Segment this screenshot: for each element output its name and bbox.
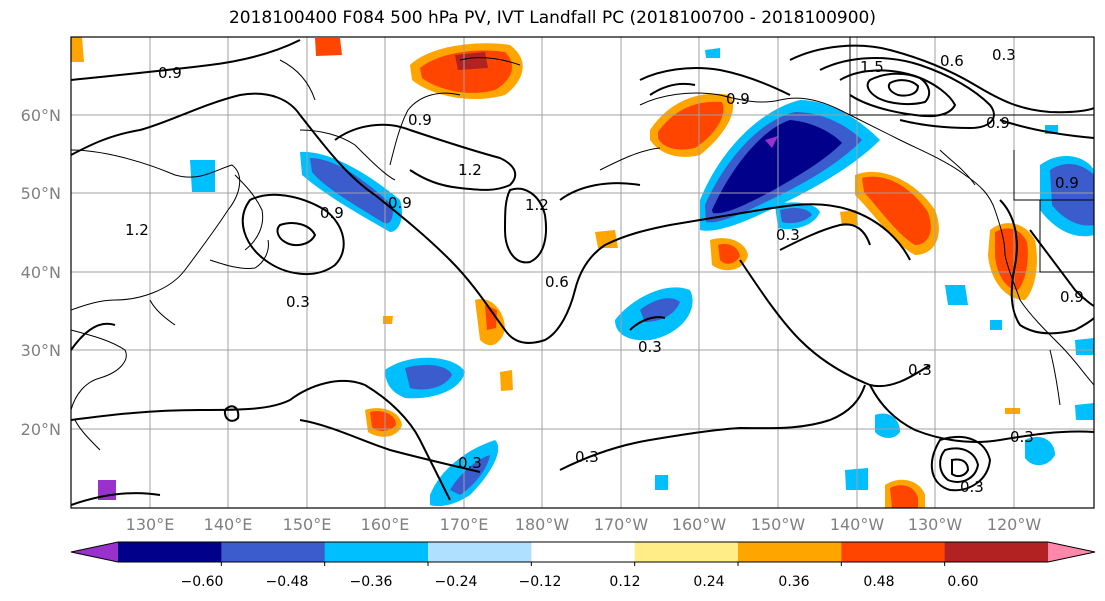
colorbar-tick-label: 0.48 [863,574,894,590]
colorbar-tick-label: −0.24 [435,574,478,590]
lon-label: 130°E [126,515,175,534]
contour-labels: 0.9 0.6 0.3 1.2 0.9 0.9 1.2 0.9 0.6 1.2 … [125,46,1084,496]
lon-label: 160°E [361,515,410,534]
contour-label: 0.3 [1010,428,1034,446]
colorbar-segment [324,542,429,562]
contour-label: 0.3 [638,338,662,356]
contour-label: 0.3 [575,448,599,466]
colorbar-tick-label: −0.60 [181,574,224,590]
colorbar-tick-label: 0.60 [947,574,978,590]
lat-label: 60°N [21,106,61,125]
colorbar-tick-label: −0.12 [519,574,562,590]
contour-label: 0.9 [320,204,344,222]
contour-label: 0.6 [545,273,569,291]
contour-label: 0.3 [458,454,482,472]
contour-label: 0.3 [776,226,800,244]
contour-label: 0.9 [388,194,412,212]
contour-label: 1.2 [458,161,482,179]
contour-label: 0.3 [908,361,932,379]
colorbar-segment [118,542,222,562]
colorbar-segment [634,542,739,562]
lat-label: 40°N [21,263,61,282]
coastlines [71,37,1094,451]
map-title: 2018100400 F084 500 hPa PV, IVT Landfall… [228,8,876,28]
lon-label: 160°W [672,515,727,534]
lon-label: 150°W [751,515,806,534]
contour-label: 0.9 [726,90,750,108]
contour-label: 0.3 [960,478,984,496]
lon-label: 140°E [204,515,253,534]
map-border [70,36,1095,509]
colorbar-extend-high [1048,542,1095,562]
colorbar-segment [841,542,946,562]
lat-label: 30°N [21,341,61,360]
lat-label: 50°N [21,184,61,203]
lon-label: 170°E [440,515,489,534]
contour-label: 1.5 [860,58,884,76]
contour-label: 0.3 [286,293,310,311]
lat-label: 20°N [21,420,61,439]
pv-contours [71,39,1094,506]
longitude-labels: 130°E 140°E 150°E 160°E 170°E 180°W 170°… [126,515,1042,534]
lon-label: 130°W [908,515,963,534]
colorbar [70,541,1096,566]
contour-label: 0.9 [408,111,432,129]
contour-label: 0.9 [1055,174,1079,192]
contour-label: 0.9 [986,114,1010,132]
lon-label: 170°W [594,515,649,534]
colorbar-segment [944,542,1049,562]
colorbar-segment [221,542,326,562]
contour-label: 0.6 [940,52,964,70]
colorbar-tick-label: −0.36 [350,574,393,590]
colorbar-segment [531,542,636,562]
contour-label: 0.9 [158,64,182,82]
colorbar-extend-low [71,542,118,562]
lon-label: 180°W [515,515,570,534]
colorbar-tick-label: 0.36 [778,574,809,590]
colorbar-segment [738,542,842,562]
latitude-labels: 60°N 50°N 40°N 30°N 20°N [21,106,61,439]
colorbar-segment [428,542,532,562]
contour-label: 0.9 [1060,288,1084,306]
colorbar-tick-label: 0.12 [609,574,640,590]
lon-label: 120°W [987,515,1042,534]
contour-label: 0.3 [992,46,1016,64]
lon-label: 150°E [283,515,332,534]
colorbar-ticks: −0.60 −0.48 −0.36 −0.24 −0.12 0.12 0.24 … [181,574,979,590]
colorbar-tick-label: −0.48 [266,574,309,590]
colorbar-tick-label: 0.24 [693,574,724,590]
contour-label: 1.2 [525,196,549,214]
lon-label: 140°W [830,515,885,534]
pv-anomaly-shading [71,37,1094,508]
colorbar-outline [70,541,1096,563]
contour-label: 1.2 [125,221,149,239]
